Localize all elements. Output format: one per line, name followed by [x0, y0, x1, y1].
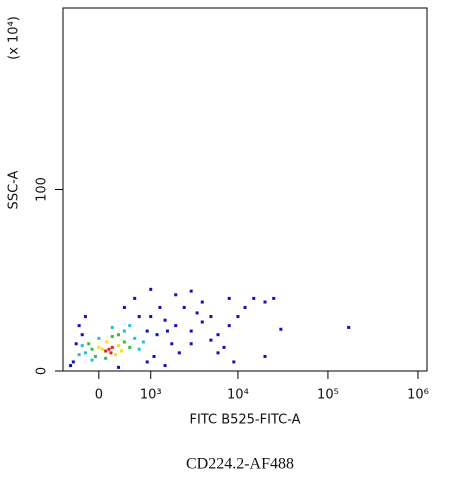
data-point	[189, 289, 193, 293]
data-point	[137, 315, 141, 319]
data-point	[165, 329, 169, 333]
data-point	[113, 353, 117, 357]
data-point	[109, 351, 113, 355]
data-point	[87, 342, 91, 346]
data-point	[200, 320, 204, 324]
data-point	[133, 336, 137, 340]
data-point	[110, 335, 114, 339]
data-point	[122, 340, 126, 344]
data-point	[110, 325, 114, 329]
data-point	[152, 354, 156, 358]
data-point	[90, 347, 94, 351]
caption: CD224.2-AF488	[186, 456, 294, 473]
data-point	[128, 324, 132, 328]
data-point	[158, 305, 162, 309]
data-point	[71, 360, 75, 364]
data-point	[117, 333, 121, 337]
data-point	[174, 293, 178, 297]
data-point	[77, 353, 81, 357]
x-axis-label: FITC B525-FITC-A	[190, 413, 301, 428]
data-point	[209, 315, 213, 319]
data-point	[182, 305, 186, 309]
x-tick-label: 0	[95, 388, 103, 403]
data-point	[93, 354, 97, 358]
data-point	[263, 300, 267, 304]
data-point	[149, 287, 153, 291]
data-point	[117, 365, 121, 369]
data-point	[216, 351, 220, 355]
x-tick-label: 10⁴	[227, 388, 249, 403]
data-point	[252, 296, 256, 300]
data-point	[227, 296, 231, 300]
data-point	[83, 351, 87, 355]
data-point	[227, 324, 231, 328]
data-point	[163, 364, 167, 368]
data-point	[163, 318, 167, 322]
data-point	[77, 324, 81, 328]
data-point	[122, 305, 126, 309]
data-point	[137, 347, 141, 351]
x-tick-label: 10³	[140, 388, 162, 403]
y-unit-label: (x 10⁴)	[7, 16, 22, 60]
data-point	[110, 345, 114, 349]
data-point	[189, 329, 193, 333]
data-point	[263, 354, 267, 358]
data-point	[170, 342, 174, 346]
data-point	[209, 338, 213, 342]
data-point	[90, 358, 94, 362]
data-point	[155, 333, 159, 337]
data-point	[133, 296, 137, 300]
data-point	[177, 351, 181, 355]
data-point	[120, 349, 124, 353]
data-point	[149, 315, 153, 319]
data-point	[200, 300, 204, 304]
data-point	[189, 342, 193, 346]
data-point	[279, 327, 283, 331]
data-point	[195, 311, 199, 315]
data-point	[222, 345, 226, 349]
data-point	[174, 324, 178, 328]
data-point	[74, 342, 78, 346]
data-point	[104, 356, 108, 360]
data-point	[97, 336, 101, 340]
data-point	[80, 333, 84, 337]
data-point	[145, 329, 149, 333]
data-point	[105, 340, 109, 344]
data-point	[216, 333, 220, 337]
y-axis-label: SSC-A	[7, 170, 22, 209]
y-tick-label: 100	[35, 177, 50, 202]
data-point	[107, 347, 111, 351]
plot-frame	[62, 7, 428, 372]
data-point	[236, 315, 240, 319]
data-point	[145, 360, 149, 364]
data-point	[80, 344, 84, 348]
data-point	[122, 329, 126, 333]
x-tick-label: 10⁵	[317, 388, 339, 403]
data-point	[100, 347, 104, 351]
data-point	[232, 360, 236, 364]
data-point	[83, 315, 87, 319]
data-point	[243, 305, 247, 309]
data-point	[69, 364, 73, 368]
data-point	[347, 325, 351, 329]
data-point	[104, 349, 108, 353]
data-point	[97, 345, 101, 349]
y-tick-label: 0	[35, 367, 50, 375]
data-point	[272, 296, 276, 300]
data-point	[128, 345, 132, 349]
data-point	[141, 340, 145, 344]
data-point	[117, 344, 121, 348]
x-tick-label: 10⁶	[407, 388, 429, 403]
